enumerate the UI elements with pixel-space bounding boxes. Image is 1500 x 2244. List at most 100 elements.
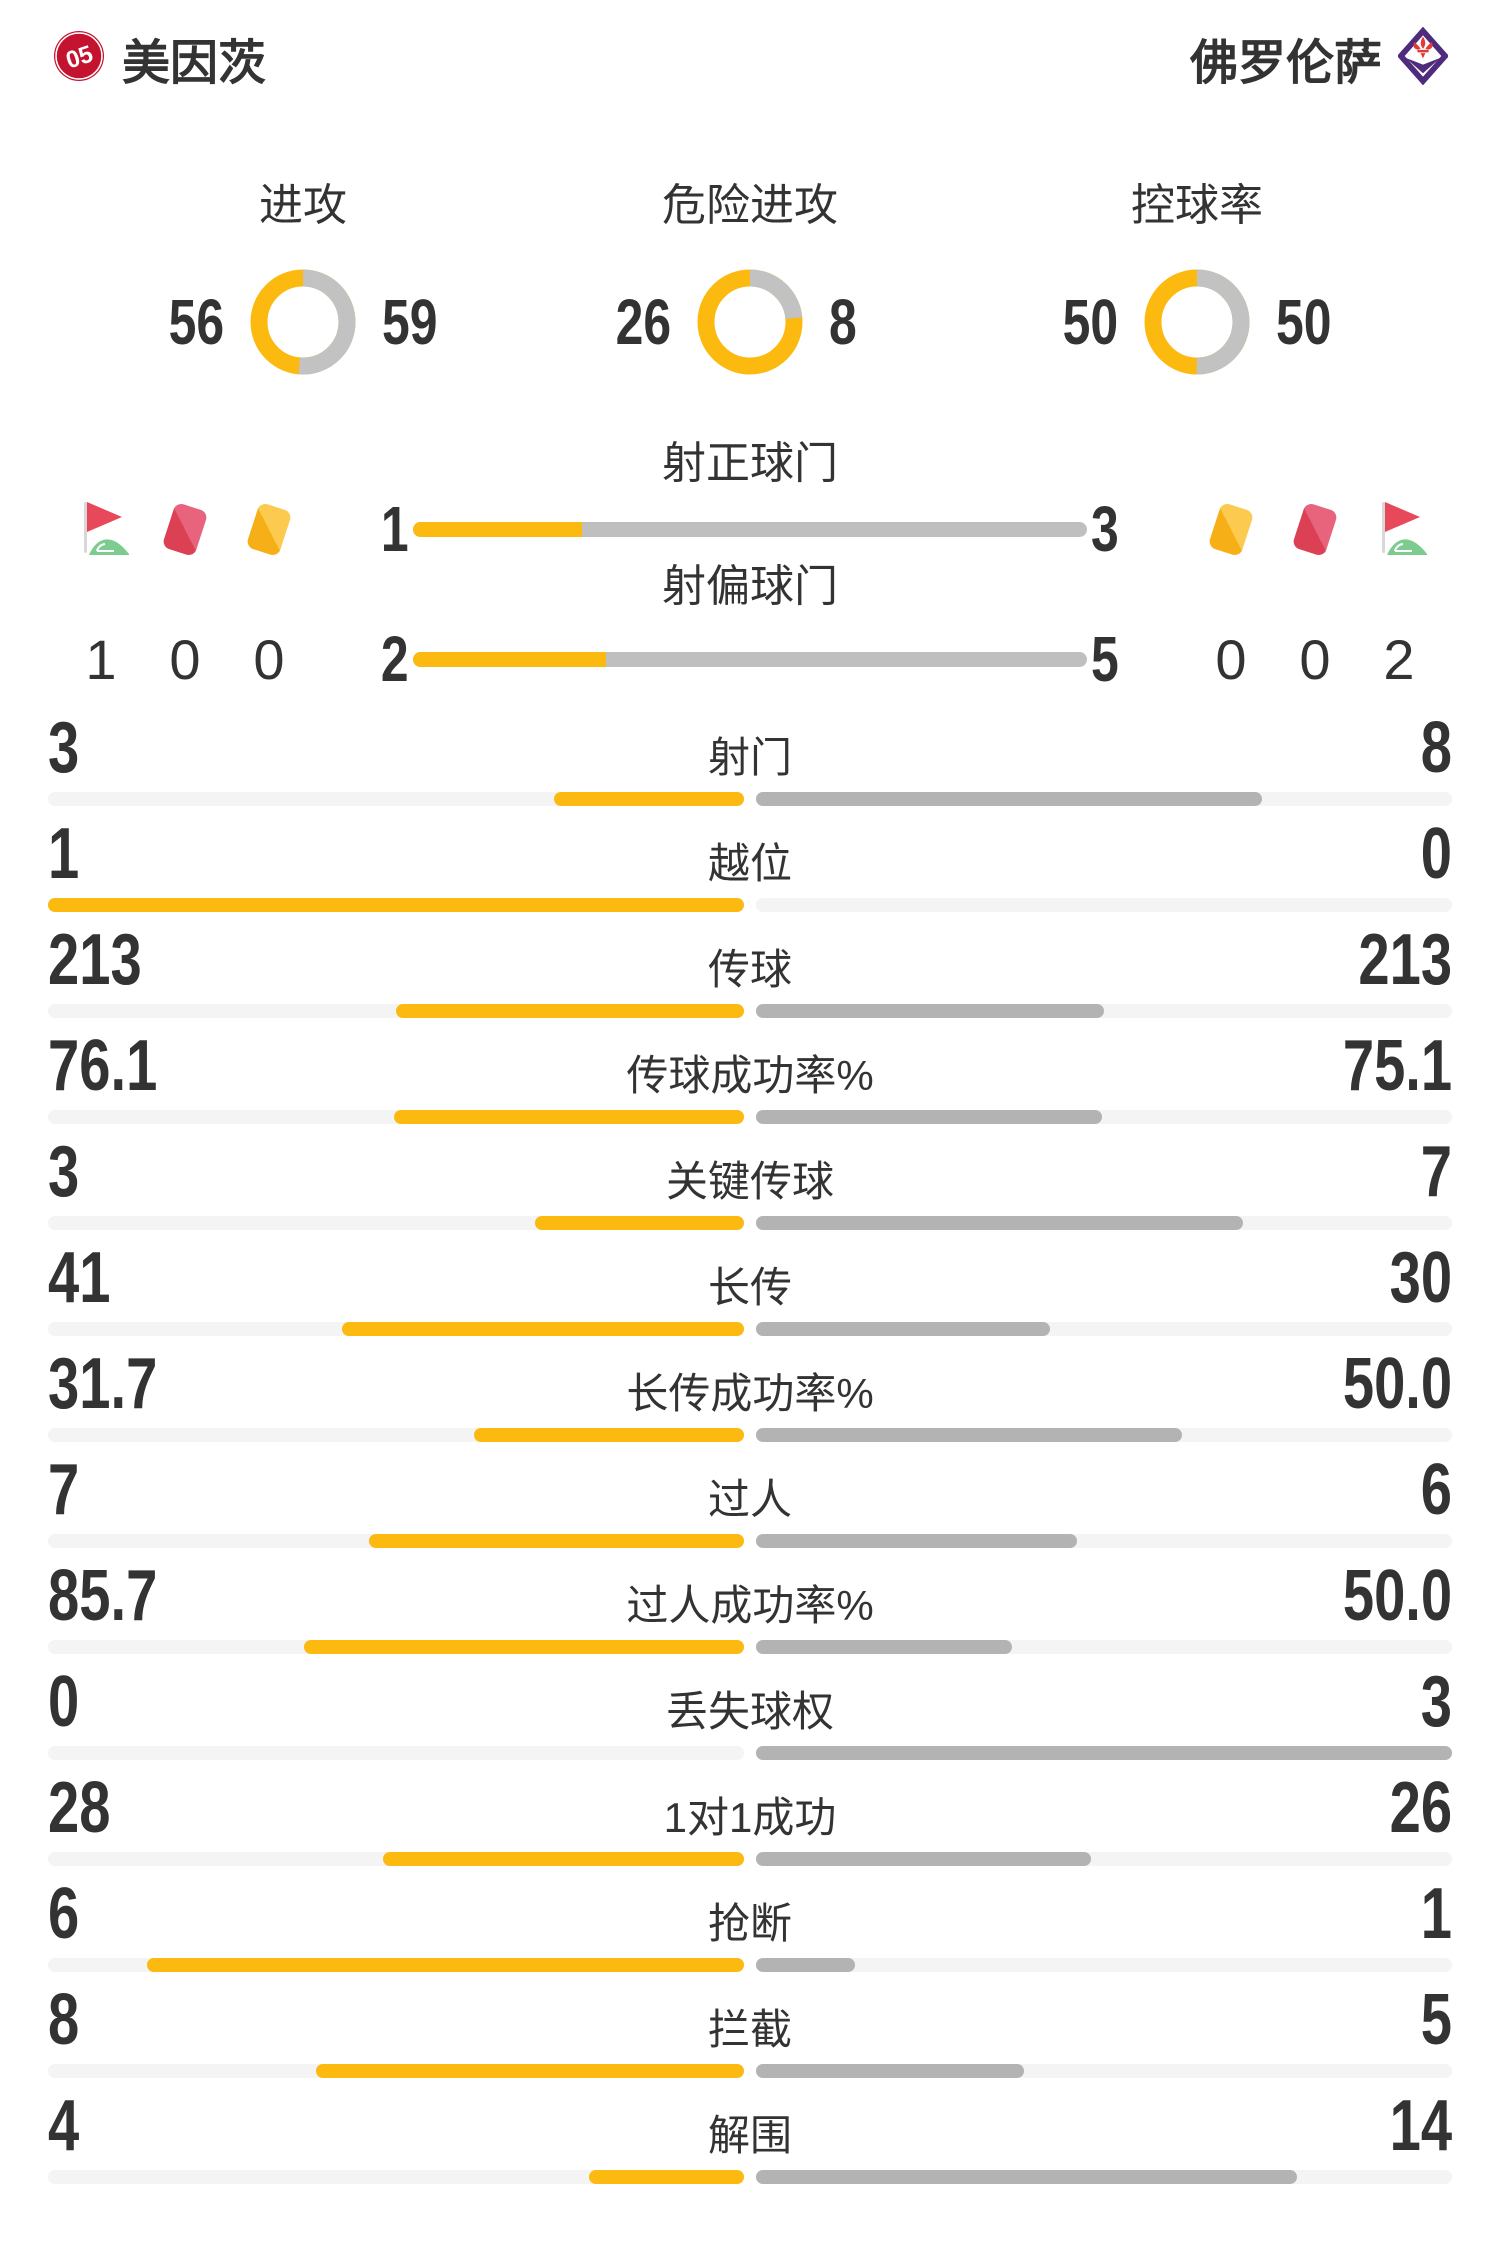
shots-on-bar (413, 521, 1087, 537)
red-card-icon (1284, 498, 1346, 560)
stat-label: 抢断 (707, 1900, 792, 1947)
stat-away-bar (756, 1110, 1452, 1124)
stat-home-value: 6 (48, 1874, 80, 1954)
donut-home-value: 26 (615, 286, 671, 358)
stat-home-value: 1 (48, 814, 80, 894)
stat-away-bar (756, 1958, 1452, 1972)
stat-home-value: 7 (48, 1450, 80, 1530)
stat-away-value: 8 (1420, 708, 1452, 788)
shots-off-away-value: 5 (1091, 623, 1119, 695)
stat-home-value: 76.1 (48, 1026, 158, 1106)
stat-home-bar (48, 2170, 744, 2184)
stat-label: 越位 (707, 840, 792, 887)
stat-away-bar (756, 2170, 1452, 2184)
stat-away-bar (756, 2064, 1452, 2078)
stat-row: 76.1 传球成功率% 75.1 (0, 1026, 1500, 1138)
stat-home-bar (48, 898, 744, 912)
stat-home-bar (48, 1110, 744, 1124)
stat-row: 85.7 过人成功率% 50.0 (0, 1556, 1500, 1668)
stat-home-value: 0 (48, 1662, 80, 1742)
stat-home-value: 4 (48, 2086, 80, 2166)
stat-label: 射门 (707, 734, 792, 781)
donut-away-value: 50 (1276, 286, 1332, 358)
stat-home-value: 8 (48, 1980, 80, 2060)
away-card-counts: 0 0 2 (1200, 627, 1430, 692)
donut-title: 危险进攻 (662, 181, 838, 230)
away-team-logo (1397, 26, 1449, 90)
away-team-name: 佛罗伦萨 (1189, 37, 1382, 90)
away-card-icons (1200, 498, 1430, 560)
home-corner-count: 1 (85, 627, 117, 691)
stat-away-bar (756, 1216, 1452, 1230)
donut-home-value: 50 (1062, 286, 1118, 358)
stat-home-bar (48, 1004, 744, 1018)
shots-on-target-label: 射正球门 (662, 439, 838, 488)
stat-away-value: 5 (1420, 1980, 1452, 2060)
donut-chart: 进攻 56 59 (128, 181, 478, 375)
stat-home-bar (48, 792, 744, 806)
donut-ring (1144, 269, 1250, 375)
away-corner-count: 2 (1383, 627, 1415, 691)
donut-title: 控球率 (1131, 181, 1263, 230)
stat-home-value: 31.7 (48, 1344, 158, 1424)
stat-away-value: 30 (1389, 1238, 1452, 1318)
stat-away-bar (756, 1746, 1452, 1760)
shots-on-home-value: 1 (381, 493, 409, 565)
stat-row: 7 过人 6 (0, 1450, 1500, 1562)
stat-home-value: 213 (48, 920, 142, 1000)
stat-label: 1对1成功 (663, 1794, 837, 1841)
home-yellow-card-count: 0 (253, 627, 285, 691)
home-team[interactable]: 05 美因茨 (52, 23, 266, 93)
stat-home-bar (48, 1428, 744, 1442)
yellow-card-icon (1200, 498, 1262, 560)
stat-row: 213 传球 213 (0, 920, 1500, 1032)
stat-away-value: 0 (1420, 814, 1452, 894)
stat-row: 4 解围 14 (0, 2086, 1500, 2198)
stat-away-value: 7 (1420, 1132, 1452, 1212)
stat-away-value: 75.1 (1342, 1026, 1452, 1106)
cards-counts-row: 1 0 0 2 5 0 0 2 (0, 622, 1500, 695)
stat-home-bar (48, 1534, 744, 1548)
stat-home-bar (48, 2064, 744, 2078)
stat-away-bar (756, 1852, 1452, 1866)
stat-label: 关键传球 (665, 1158, 834, 1205)
away-red-card-count: 0 (1299, 627, 1331, 691)
stats-list: 3 射门 8 1 越位 0 213 传球 213 76.1 传球成功率% 75.1 3 关键传球 7 41 长传… (0, 708, 1500, 2198)
stat-away-value: 50.0 (1342, 1556, 1452, 1636)
stat-away-bar (756, 1640, 1452, 1654)
away-team[interactable]: 佛罗伦萨 (1189, 23, 1449, 93)
stat-away-bar (756, 1428, 1452, 1442)
donut-charts: 进攻 56 59 危险进攻 26 8 控球率 50 50 (0, 181, 1500, 375)
stat-home-value: 3 (48, 708, 80, 788)
donut-ring (697, 269, 803, 375)
stat-home-bar (48, 1958, 744, 1972)
stat-label: 传球 (707, 946, 792, 993)
home-team-name: 美因茨 (122, 37, 267, 90)
home-card-icons (70, 498, 345, 560)
stat-away-value: 26 (1389, 1768, 1452, 1848)
stat-row: 28 1对1成功 26 (0, 1768, 1500, 1880)
stat-away-value: 1 (1420, 1874, 1452, 1954)
stat-away-bar (756, 792, 1452, 806)
stat-home-bar (48, 1746, 744, 1760)
corner-flag-icon (1368, 498, 1430, 560)
yellow-card-icon (238, 498, 300, 560)
stat-home-bar (48, 1640, 744, 1654)
stat-home-bar (48, 1852, 744, 1866)
home-card-counts: 1 0 0 (70, 627, 345, 692)
red-card-icon (154, 498, 216, 560)
home-team-logo: 05 (52, 29, 106, 88)
donut-ring (250, 269, 356, 375)
stat-row: 31.7 长传成功率% 50.0 (0, 1344, 1500, 1456)
stat-label: 解围 (707, 2112, 792, 2159)
stat-away-value: 14 (1389, 2086, 1452, 2166)
stat-home-value: 41 (48, 1238, 111, 1318)
header: 05 美因茨 佛罗伦萨 (0, 0, 1500, 90)
stat-label: 丢失球权 (665, 1688, 834, 1735)
stat-home-bar (48, 1322, 744, 1336)
home-red-card-count: 0 (169, 627, 201, 691)
stat-row: 1 越位 0 (0, 814, 1500, 926)
stat-away-bar (756, 898, 1452, 912)
stat-away-value: 3 (1420, 1662, 1452, 1742)
